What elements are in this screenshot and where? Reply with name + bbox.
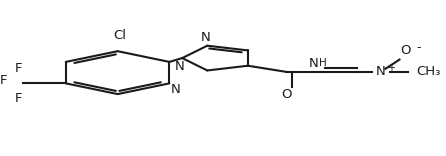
Text: -: - — [417, 41, 421, 54]
Text: N: N — [171, 83, 181, 96]
Text: N: N — [376, 65, 385, 78]
Text: F: F — [15, 92, 23, 105]
Text: O: O — [401, 44, 411, 57]
Text: CH₃: CH₃ — [417, 65, 441, 78]
Text: O: O — [281, 88, 292, 101]
Text: +: + — [387, 63, 395, 73]
Text: N: N — [200, 31, 210, 44]
Text: N: N — [175, 60, 185, 73]
Text: Cl: Cl — [113, 29, 126, 42]
Text: F: F — [0, 74, 7, 87]
Text: N: N — [309, 57, 318, 70]
Text: F: F — [15, 61, 23, 75]
Text: H: H — [319, 58, 326, 68]
